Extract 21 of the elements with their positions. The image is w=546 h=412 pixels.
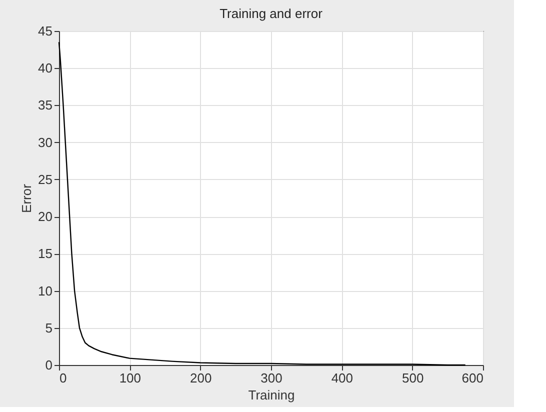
chart-title: Training and error [220, 6, 324, 21]
x-tick-label: 600 [462, 370, 484, 386]
x-tick-label: 500 [402, 370, 424, 386]
x-axis-title: Training [248, 388, 295, 402]
y-tick-label: 40 [38, 60, 52, 76]
x-tick-label: 300 [260, 370, 282, 386]
x-tick-label: 200 [190, 370, 212, 386]
x-tick-label: 0 [60, 370, 67, 386]
y-tick-label: 25 [38, 172, 52, 187]
y-tick-label: 35 [38, 98, 52, 113]
line-series [58, 42, 466, 366]
x-tick-label: 100 [119, 370, 142, 386]
y-tick-label: 10 [38, 283, 52, 298]
y-tick-label: 30 [38, 134, 52, 150]
y-tick-label: 0 [45, 358, 52, 372]
y-tick-label: 20 [38, 209, 52, 224]
y-axis-title: Error [19, 183, 34, 213]
y-tick-label: 5 [45, 320, 52, 336]
y-tick-label: 45 [38, 24, 52, 38]
y-tick-label: 15 [38, 246, 52, 262]
x-tick-label: 400 [331, 370, 354, 386]
